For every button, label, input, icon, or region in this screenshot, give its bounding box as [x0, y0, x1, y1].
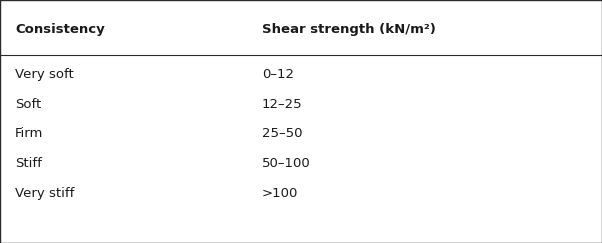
Text: >100: >100: [262, 187, 298, 200]
Text: Shear strength (kN/m²): Shear strength (kN/m²): [262, 23, 436, 36]
Text: 50–100: 50–100: [262, 157, 311, 170]
Text: 12–25: 12–25: [262, 97, 302, 111]
Text: Stiff: Stiff: [15, 157, 42, 170]
Text: 25–50: 25–50: [262, 127, 302, 140]
Text: Soft: Soft: [15, 97, 42, 111]
Text: Very stiff: Very stiff: [15, 187, 75, 200]
Text: Very soft: Very soft: [15, 68, 74, 81]
Text: Consistency: Consistency: [15, 23, 105, 36]
Text: Firm: Firm: [15, 127, 43, 140]
Text: 0–12: 0–12: [262, 68, 294, 81]
